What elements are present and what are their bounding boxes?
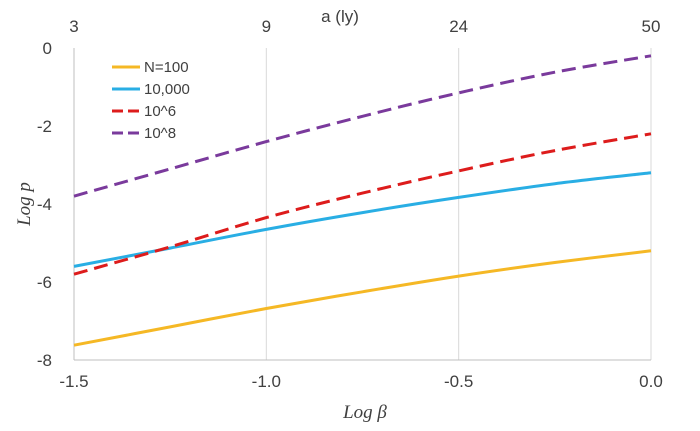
top-tick-label: 24	[449, 17, 468, 36]
series-line-2	[73, 132, 652, 276]
y-tick-label: 0	[43, 39, 52, 58]
y-axis-title: Log p	[14, 182, 35, 227]
legend: N=100 10,000 10^6 10^8	[112, 59, 190, 142]
y-tick-label: -4	[37, 195, 52, 214]
series-line-1	[73, 171, 652, 268]
axes	[73, 48, 651, 361]
series-line-0	[73, 249, 652, 347]
top-tick-labels: 3 9 24 50	[69, 17, 660, 36]
legend-label: 10^8	[144, 125, 176, 142]
x-tick-label: -1.5	[59, 372, 88, 391]
x-axis-title: Log β	[342, 402, 387, 423]
top-tick-label: 50	[642, 17, 661, 36]
x-tick-label: 0.0	[639, 372, 663, 391]
x-tick-label: -1.0	[252, 372, 281, 391]
legend-label: N=100	[144, 59, 189, 76]
top-tick-label: 9	[262, 17, 271, 36]
legend-label: 10,000	[144, 81, 190, 98]
y-tick-label: -2	[37, 117, 52, 136]
top-tick-label: 3	[69, 17, 78, 36]
y-tick-label: -6	[37, 273, 52, 292]
series-line-3	[73, 54, 652, 198]
x-tick-labels: -1.5 -1.0 -0.5 0.0	[59, 372, 662, 391]
legend-label: 10^6	[144, 103, 176, 120]
x-tick-label: -0.5	[444, 372, 473, 391]
y-tick-label: -8	[37, 351, 52, 370]
series-lines	[73, 54, 652, 347]
y-tick-labels: 0 -2 -4 -6 -8	[37, 39, 52, 370]
top-axis-title: a (ly)	[321, 7, 359, 26]
